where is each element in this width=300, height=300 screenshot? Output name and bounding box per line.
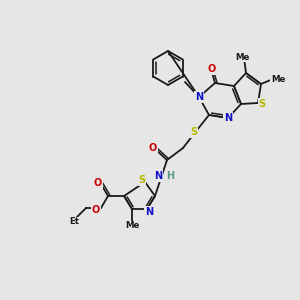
Text: N: N	[145, 207, 153, 217]
Text: O: O	[208, 64, 216, 74]
Text: Et: Et	[69, 218, 79, 226]
Text: S: S	[138, 175, 146, 185]
Text: O: O	[94, 178, 102, 188]
Text: Me: Me	[235, 52, 249, 62]
Text: N: N	[195, 92, 203, 102]
Text: H: H	[166, 171, 174, 181]
Text: S: S	[258, 99, 266, 109]
Text: N: N	[154, 171, 162, 181]
Text: S: S	[190, 127, 198, 137]
Text: Me: Me	[271, 74, 285, 83]
Text: O: O	[149, 143, 157, 153]
Text: Me: Me	[125, 221, 139, 230]
Text: N: N	[224, 113, 232, 123]
Text: O: O	[92, 205, 100, 215]
